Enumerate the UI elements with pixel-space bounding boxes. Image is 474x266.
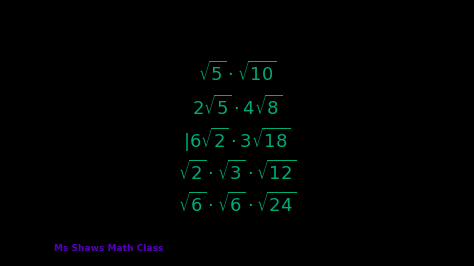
Text: $\sqrt{5} \cdot \sqrt{10}$: $\sqrt{5} \cdot \sqrt{10}$ [198,61,276,85]
Text: Simplify Each Radical Expression in Simplest Radical form: Simplify Each Radical Expression in Simp… [4,23,470,38]
Text: Ms Shaws Math Class: Ms Shaws Math Class [54,244,163,253]
Text: $2\sqrt{5} \cdot 4\sqrt{8}$: $2\sqrt{5} \cdot 4\sqrt{8}$ [192,94,282,118]
Text: $|6\sqrt{2} \cdot 3\sqrt{18}$: $|6\sqrt{2} \cdot 3\sqrt{18}$ [183,126,291,154]
Text: $\sqrt{2} \cdot \sqrt{3} \cdot \sqrt{12}$: $\sqrt{2} \cdot \sqrt{3} \cdot \sqrt{12}… [178,160,296,184]
Text: $\sqrt{6} \cdot \sqrt{6} \cdot \sqrt{24}$: $\sqrt{6} \cdot \sqrt{6} \cdot \sqrt{24}… [178,192,296,215]
